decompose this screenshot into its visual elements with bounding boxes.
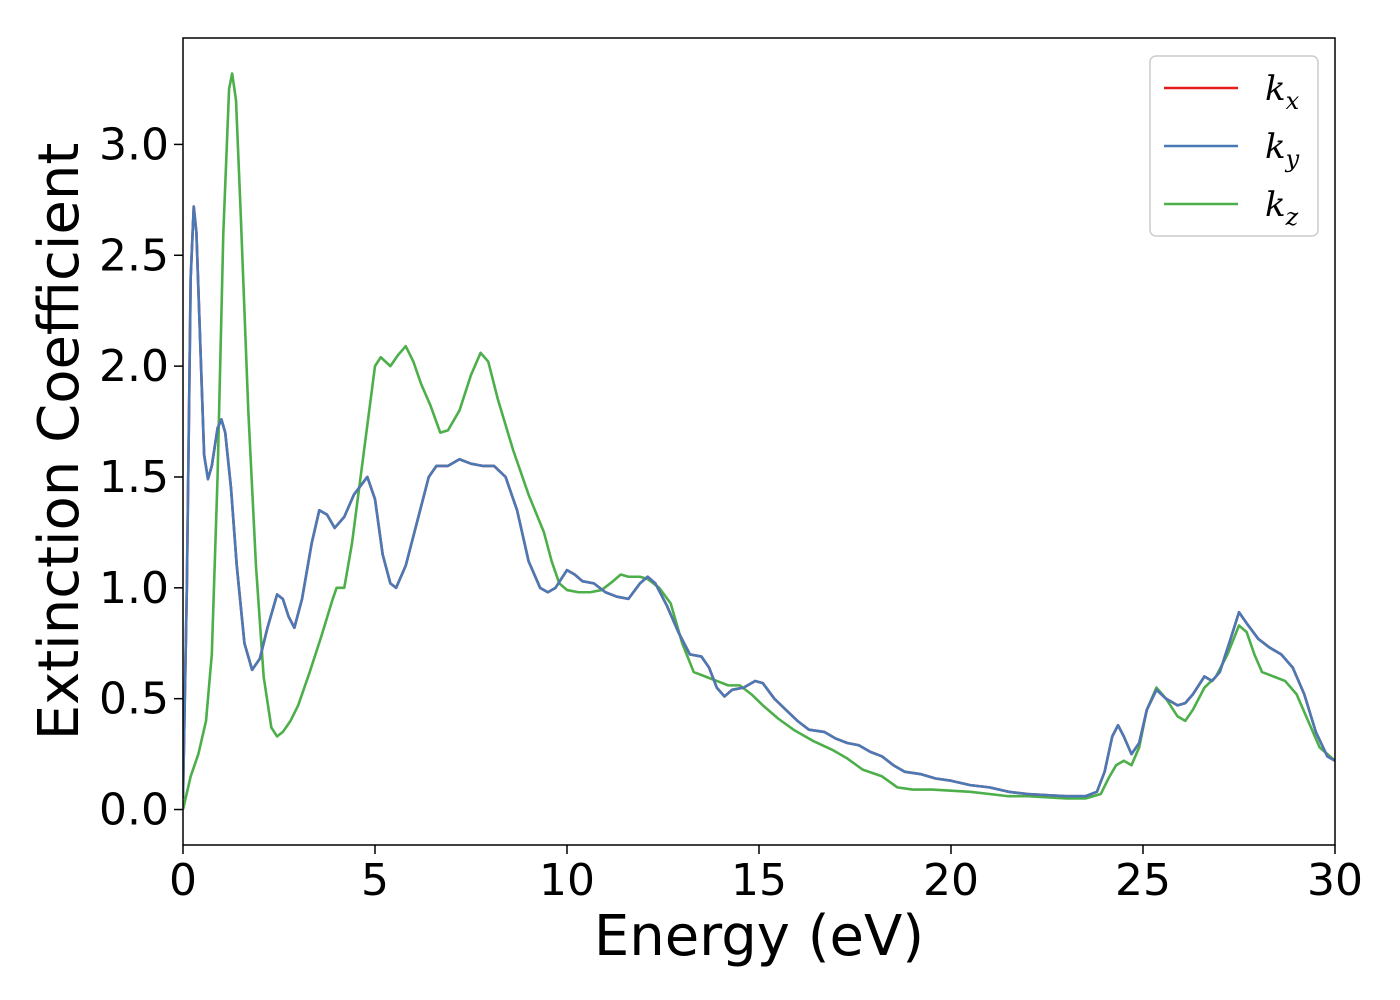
y-tick-label: 0.5 xyxy=(99,674,169,725)
x-axis: 0 5 10 15 20 25 30 xyxy=(169,845,1363,906)
y-tick-label: 2.0 xyxy=(99,341,169,392)
x-tick-label: 15 xyxy=(731,855,787,906)
x-axis-title: Energy (eV) xyxy=(594,904,924,969)
x-tick-label: 10 xyxy=(539,855,595,906)
legend-label-y: ky xyxy=(1265,127,1300,173)
y-axis: 0.0 0.5 1.0 1.5 2.0 2.5 3.0 xyxy=(99,119,183,836)
x-tick-label: 5 xyxy=(361,855,389,906)
series-layer xyxy=(183,72,1335,810)
y-tick-label: 3.0 xyxy=(99,119,169,170)
legend-label-x: kx xyxy=(1265,69,1300,115)
legend-label-z: kz xyxy=(1265,185,1299,231)
x-tick-label: 25 xyxy=(1115,855,1171,906)
y-tick-label: 1.0 xyxy=(99,563,169,614)
legend: kx ky kz xyxy=(1149,55,1319,237)
y-tick-label: 1.5 xyxy=(99,452,169,503)
series-line-x xyxy=(183,205,1335,799)
y-tick-label: 2.5 xyxy=(99,230,169,281)
x-tick-label: 30 xyxy=(1307,855,1363,906)
series-line-y xyxy=(183,205,1335,799)
x-tick-label: 20 xyxy=(923,855,979,906)
y-axis-title: Extinction Coefficient xyxy=(27,143,92,741)
x-tick-label: 0 xyxy=(169,855,197,906)
y-tick-label: 0.0 xyxy=(99,785,169,836)
